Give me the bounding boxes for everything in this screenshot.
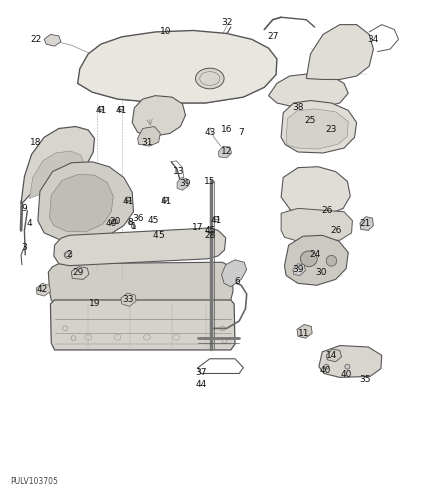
Text: PULV103705: PULV103705 [11,477,59,486]
Polygon shape [281,166,350,214]
Polygon shape [36,284,51,296]
Text: 44: 44 [196,380,207,389]
Polygon shape [121,293,136,306]
Text: 31: 31 [141,138,153,146]
Polygon shape [281,100,357,153]
Polygon shape [306,24,373,80]
Polygon shape [48,262,233,304]
Polygon shape [286,109,348,149]
Text: 9: 9 [21,204,27,213]
Text: 39: 39 [179,180,190,188]
Text: 40: 40 [106,218,117,228]
Text: 21: 21 [360,218,371,228]
Text: 37: 37 [196,368,207,377]
Ellipse shape [131,224,136,228]
Text: 6: 6 [234,278,240,286]
Polygon shape [218,146,232,158]
Text: 17: 17 [191,224,203,232]
Text: 13: 13 [172,167,184,176]
Text: 12: 12 [221,148,232,156]
Text: 41: 41 [116,106,128,115]
Ellipse shape [300,251,317,266]
Ellipse shape [324,364,329,369]
Polygon shape [21,126,95,204]
Text: 16: 16 [221,126,232,134]
Polygon shape [30,151,85,198]
Text: 18: 18 [30,138,42,146]
Text: 26: 26 [330,226,341,235]
Text: 22: 22 [30,35,42,44]
Ellipse shape [326,256,337,266]
Polygon shape [293,264,306,276]
Polygon shape [138,126,160,146]
Ellipse shape [128,220,132,224]
Polygon shape [327,349,342,362]
Text: 41: 41 [122,196,134,205]
Text: 32: 32 [221,18,232,26]
Polygon shape [132,96,185,136]
Text: 4: 4 [27,218,32,228]
Text: 7: 7 [238,128,244,137]
Polygon shape [268,74,348,108]
Text: 10: 10 [160,28,172,36]
Text: 8: 8 [127,218,133,227]
Text: 23: 23 [326,126,337,134]
Text: 35: 35 [359,376,371,384]
Text: 29: 29 [72,268,83,276]
Text: 24: 24 [309,250,320,260]
Ellipse shape [196,68,224,89]
Text: 25: 25 [305,116,316,124]
Polygon shape [71,266,89,280]
Ellipse shape [113,220,118,224]
Text: 40: 40 [319,366,331,374]
Text: 20: 20 [110,217,121,226]
Text: 30: 30 [315,268,327,276]
Text: 43: 43 [204,128,215,137]
Polygon shape [177,178,188,190]
Text: 38: 38 [292,104,303,112]
Text: 11: 11 [298,329,310,338]
Text: 26: 26 [321,206,333,216]
Polygon shape [38,162,134,242]
Polygon shape [54,228,226,266]
Text: 40: 40 [340,370,352,380]
Polygon shape [222,260,247,287]
Polygon shape [285,236,348,286]
Text: 2: 2 [66,250,72,260]
Text: 34: 34 [368,35,379,44]
Polygon shape [44,34,61,46]
Text: 3: 3 [21,243,27,252]
Text: 1: 1 [131,222,137,231]
Text: 41: 41 [95,106,107,115]
Text: 4: 4 [152,231,158,240]
Text: 28: 28 [204,231,215,240]
Polygon shape [78,30,277,103]
Text: 14: 14 [326,351,337,360]
Text: 5: 5 [159,231,164,240]
Text: 45: 45 [148,216,159,225]
Polygon shape [360,216,373,230]
Polygon shape [78,74,276,103]
Text: 15: 15 [204,177,216,186]
Text: 41: 41 [160,196,172,205]
Polygon shape [51,300,235,350]
Polygon shape [50,174,113,232]
Text: 45: 45 [204,226,215,235]
Polygon shape [297,324,312,338]
Text: 42: 42 [36,284,48,294]
Ellipse shape [345,364,350,369]
Text: 41: 41 [211,216,222,225]
Text: 39: 39 [292,265,303,274]
Polygon shape [281,208,352,241]
Text: 33: 33 [122,294,134,304]
Text: 36: 36 [133,214,144,222]
Text: 19: 19 [89,300,100,308]
Text: 27: 27 [267,32,278,42]
Polygon shape [319,346,382,378]
